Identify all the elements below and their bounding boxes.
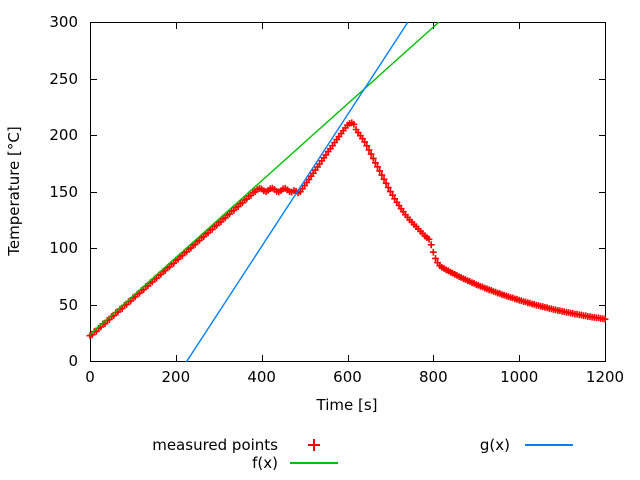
plus-marker-icon (308, 439, 320, 451)
x-tick-label: 600 (333, 368, 362, 386)
y-tick-label: 100 (49, 239, 78, 257)
x-tick-label: 400 (247, 368, 276, 386)
measured-points-series (86, 119, 609, 340)
x-tick-label: 1000 (500, 368, 539, 386)
fit-lines (90, 22, 441, 362)
y-tick-label: 150 (49, 182, 78, 201)
axis-ticks (90, 22, 606, 362)
y-tick-label: 200 (49, 126, 78, 144)
y-tick-label: 300 (49, 13, 78, 31)
x-tick-label: 0 (85, 368, 95, 386)
plot-border (90, 22, 606, 362)
legend-label-f: f(x) (252, 454, 278, 472)
f-line-series (90, 22, 441, 335)
y-tick-label: 50 (58, 295, 78, 314)
legend-line-sample-f (290, 462, 338, 464)
x-axis-title: Time [s] (316, 396, 378, 414)
legend-label-g: g(x) (479, 436, 510, 454)
x-tick-label: 200 (161, 368, 191, 386)
x-tick-label: 1200 (585, 368, 625, 386)
legend-label-measured-points: measured points (152, 436, 278, 454)
legend-line-sample-g (525, 444, 573, 446)
g-line-series (185, 22, 409, 362)
y-tick-label: 250 (49, 69, 78, 88)
y-tick-label: 0 (68, 352, 78, 370)
x-tick-label: 800 (419, 368, 448, 386)
